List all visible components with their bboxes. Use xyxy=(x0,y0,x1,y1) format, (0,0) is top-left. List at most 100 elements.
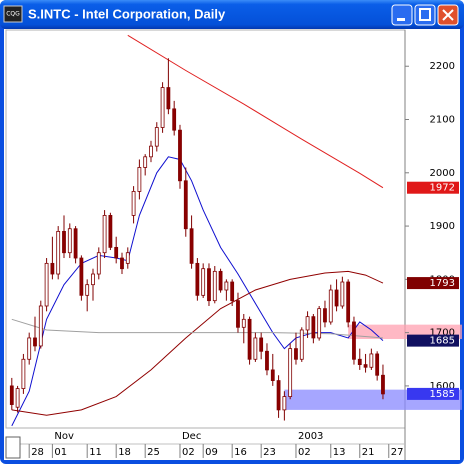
candle-body xyxy=(67,228,72,254)
y-tick-label: 1600 xyxy=(430,381,455,392)
candle-body xyxy=(288,348,293,397)
candle-body xyxy=(276,380,281,411)
period-label: 2003 xyxy=(298,431,323,442)
candle-body xyxy=(9,385,14,405)
candle-body xyxy=(172,108,177,131)
candle-body xyxy=(311,316,316,339)
candle-body xyxy=(218,270,223,291)
maximize-button[interactable] xyxy=(414,4,436,26)
candle-body xyxy=(265,350,269,371)
x-tick-label: 01 xyxy=(54,447,67,458)
y-tick-label: 1700 xyxy=(430,328,455,339)
price-label-box xyxy=(407,334,459,347)
candle-body xyxy=(282,396,287,411)
title-bar xyxy=(0,0,464,29)
candle-body xyxy=(346,281,351,323)
y-tick-label: 2200 xyxy=(430,61,455,72)
period-label: Dec xyxy=(182,431,201,442)
candle-body xyxy=(143,156,148,168)
candle-body xyxy=(15,388,20,408)
candle-body xyxy=(241,318,246,328)
candle-body xyxy=(85,284,90,296)
candle-body xyxy=(247,318,252,360)
price-label: 1793 xyxy=(430,278,455,289)
moving-average-line xyxy=(11,270,384,416)
candle-body xyxy=(125,252,130,264)
x-tick-label: 27 xyxy=(391,447,404,458)
candle-body xyxy=(56,230,61,275)
price-label: 1972 xyxy=(430,183,455,194)
candle-body xyxy=(323,308,327,323)
x-tick-label: 23 xyxy=(263,447,276,458)
x-tick-label: 02 xyxy=(182,447,195,458)
candle-body xyxy=(38,305,43,347)
candle-body xyxy=(334,289,339,307)
candle-body xyxy=(149,145,153,158)
candle-body xyxy=(50,262,55,275)
candle-body xyxy=(189,228,194,264)
candle-body xyxy=(195,262,200,296)
candle-body xyxy=(178,129,182,182)
price-label-box xyxy=(407,387,459,400)
candle-body xyxy=(375,353,380,376)
x-tick-label: 16 xyxy=(234,447,247,458)
candle-body xyxy=(137,167,142,192)
candle-body xyxy=(253,337,258,360)
candle-body xyxy=(236,300,240,328)
close-button[interactable] xyxy=(437,4,459,26)
candle-body xyxy=(381,374,385,395)
candle-body xyxy=(363,364,368,368)
candle-body xyxy=(154,127,159,147)
x-tick-label: 02 xyxy=(298,447,311,458)
candle-body xyxy=(131,191,136,216)
candle-body xyxy=(212,270,217,302)
y-tick-label: 2000 xyxy=(430,168,455,179)
minimize-button[interactable] xyxy=(391,4,413,26)
candle-body xyxy=(340,281,345,307)
x-tick-label: 21 xyxy=(362,447,375,458)
candle-body xyxy=(91,273,95,286)
candle-body xyxy=(114,246,119,259)
y-tick-label: 2100 xyxy=(430,115,455,126)
candle-body xyxy=(96,252,101,275)
period-label: Nov xyxy=(54,431,74,442)
window-title: S.INTC - Intel Corporation, Daily xyxy=(28,6,226,21)
candle-body xyxy=(294,348,298,360)
candle-body xyxy=(317,308,322,339)
candle-body xyxy=(230,281,235,302)
x-tick-label: 13 xyxy=(333,447,346,458)
candle-body xyxy=(305,316,310,331)
candle-body xyxy=(166,87,171,110)
candle-body xyxy=(102,215,107,254)
candle-body xyxy=(120,257,124,270)
candle-body xyxy=(73,228,78,259)
candle-body xyxy=(183,180,188,230)
candle-body xyxy=(62,230,66,254)
candle-body xyxy=(357,358,362,365)
candle-body xyxy=(352,321,356,360)
candle-body xyxy=(21,358,26,389)
candle-body xyxy=(207,268,211,302)
plot: 1600170018001900200021002200280111182502… xyxy=(9,34,462,458)
candle-body xyxy=(44,262,49,307)
scroll-box[interactable] xyxy=(5,436,21,459)
x-tick-label: 11 xyxy=(89,447,102,458)
candle-body xyxy=(160,87,165,128)
x-tick-label: 18 xyxy=(118,447,131,458)
app-icon-glyph: CQG xyxy=(6,11,20,18)
price-label: 1585 xyxy=(430,389,455,400)
x-tick-label: 28 xyxy=(31,447,44,458)
candle-body xyxy=(270,369,275,381)
candle-body xyxy=(108,215,113,248)
candle-body xyxy=(79,257,84,296)
x-tick-label: 25 xyxy=(147,447,160,458)
price-label-box xyxy=(407,277,459,290)
candle-body xyxy=(328,289,333,323)
candle-body xyxy=(224,281,229,291)
candle-body xyxy=(33,337,37,347)
candle-body xyxy=(259,337,264,352)
price-label-box xyxy=(407,181,459,194)
candle-body xyxy=(369,353,374,368)
app-icon xyxy=(3,5,23,23)
